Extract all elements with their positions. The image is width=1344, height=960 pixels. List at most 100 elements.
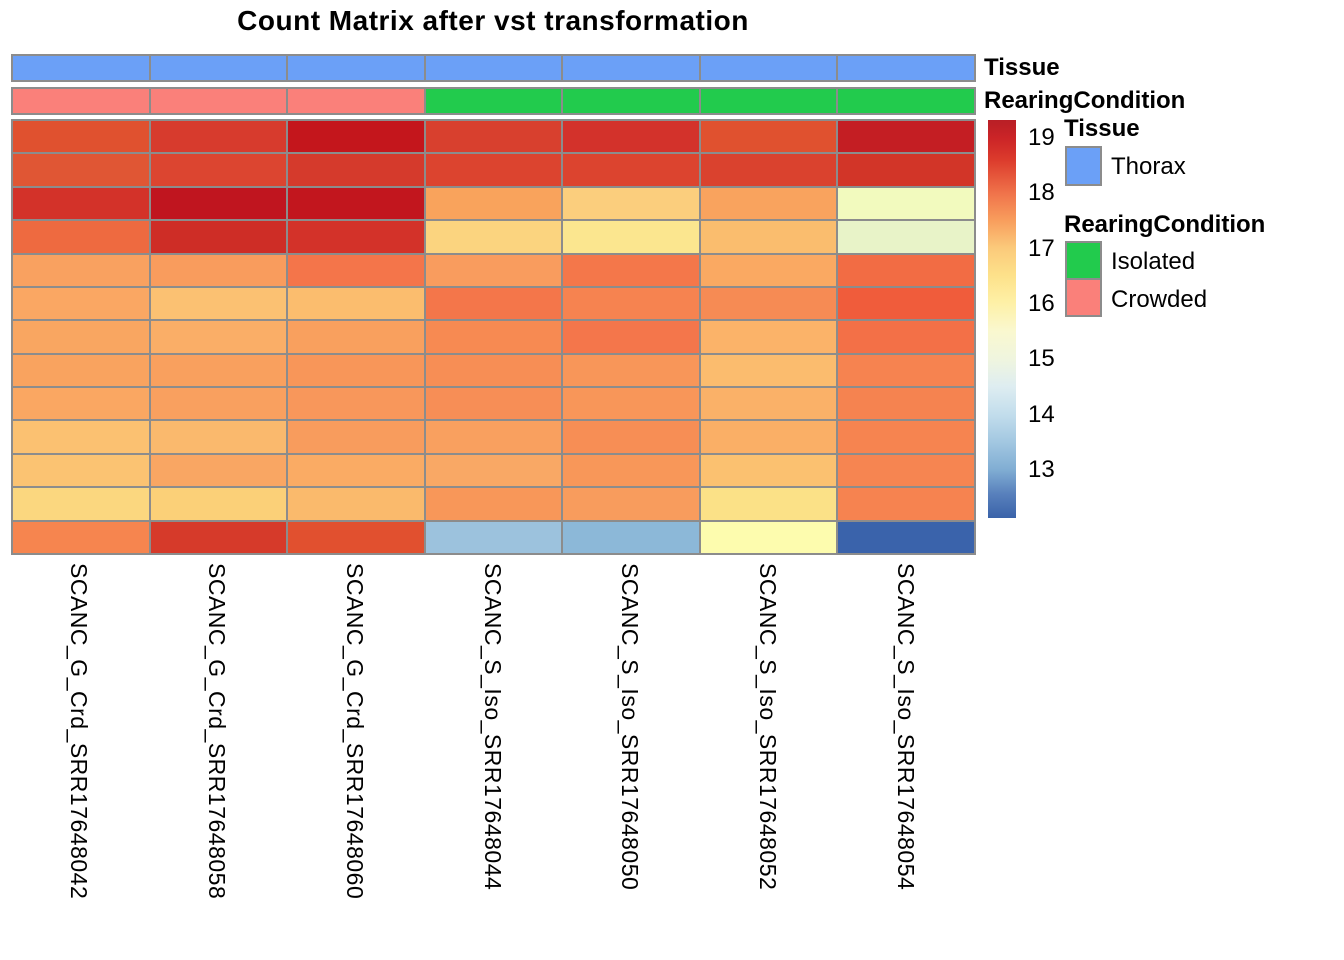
heatmap-cell (425, 187, 562, 220)
legend-tissue-header: Tissue (1064, 115, 1140, 142)
heatmap-cell (288, 421, 424, 453)
heatmap-cell (838, 254, 974, 286)
heatmap-cell (13, 154, 149, 186)
heatmap-cell (288, 454, 424, 487)
legend-rearing-header: RearingCondition (1064, 211, 1266, 238)
heatmap-cell (838, 287, 974, 320)
rearing-annotation-cell (838, 89, 974, 113)
heatmap-cell (700, 187, 837, 220)
heatmap-cell (13, 521, 149, 553)
colorbar-tick-label: 19 (1028, 124, 1055, 151)
heatmap-cell (563, 287, 699, 320)
heatmap-cell (838, 221, 974, 253)
heatmap-cell (838, 321, 974, 353)
heatmap-cell (288, 388, 424, 420)
heatmap-cell (288, 488, 424, 520)
column-label: SCANC_S_Iso_SRR17648050 (617, 563, 644, 891)
heatmap-cell (13, 254, 149, 286)
heatmap-cell (838, 187, 974, 220)
thorax-color-swatch (1065, 146, 1102, 186)
heatmap-cell (13, 121, 149, 153)
heatmap-cell (150, 221, 287, 253)
heatmap-cell (838, 521, 974, 553)
tissue-annotation-cell (13, 56, 149, 80)
heatmap-cell (13, 421, 149, 453)
tissue-annotation-cell (838, 56, 974, 80)
heatmap-cell (288, 287, 424, 320)
heatmap-cell (563, 154, 699, 186)
heatmap-cell (838, 154, 974, 186)
heatmap-cell (700, 421, 837, 453)
tissue-row-title: Tissue (984, 54, 1060, 81)
heatmap-cell (563, 187, 699, 220)
rearing-annotation-cell (288, 89, 424, 113)
heatmap-cell (425, 121, 562, 153)
column-label: SCANC_S_Iso_SRR17648054 (893, 563, 920, 891)
colorbar-tick-label: 18 (1028, 179, 1055, 207)
heatmap-cell (150, 121, 287, 153)
heatmap-cell (150, 254, 287, 286)
heatmap-cell (288, 121, 424, 153)
rearing-condition-row-title: RearingCondition (984, 87, 1186, 114)
heatmap-cell (425, 221, 562, 253)
isolated-legend-label: Isolated (1111, 248, 1196, 275)
heatmap-cell (13, 287, 149, 320)
heatmap-cell (425, 321, 562, 353)
heatmap-cell (700, 454, 837, 487)
tissue-annotation-cell (288, 56, 424, 80)
column-label: SCANC_S_Iso_SRR17648052 (755, 563, 782, 891)
heatmap-cell (700, 388, 837, 420)
heatmap-cell (425, 454, 562, 487)
heatmap-cell (13, 221, 149, 253)
heatmap-cell (700, 121, 837, 153)
heatmap-cell (425, 354, 562, 387)
heatmap-cell (425, 254, 562, 286)
heatmap-cell (13, 321, 149, 353)
column-label: SCANC_G_Crd_SRR17648058 (203, 563, 230, 900)
heatmap-cell (288, 521, 424, 553)
heatmap-cell (563, 221, 699, 253)
heatmap-cell (150, 287, 287, 320)
heatmap-cell (563, 321, 699, 353)
heatmap-cell (700, 154, 837, 186)
heatmap-cell (13, 354, 149, 387)
heatmap-cell (150, 388, 287, 420)
tissue-annotation-cell (700, 56, 837, 80)
rearing-annotation-cell (563, 89, 699, 113)
tissue-annotation-cell (425, 56, 562, 80)
tissue-annotation-row (11, 54, 976, 82)
colorbar-tick-label: 13 (1028, 455, 1055, 483)
heatmap-cell (13, 388, 149, 420)
heatmap-cell (425, 521, 562, 553)
heatmap-cell (838, 454, 974, 487)
column-label: SCANC_G_Crd_SRR17648042 (65, 563, 92, 900)
heatmap-cell (150, 187, 287, 220)
tissue-annotation-cell (150, 56, 287, 80)
rearing-annotation-cell (13, 89, 149, 113)
colorbar-tick-label: 15 (1028, 345, 1055, 373)
chart-title: Count Matrix after vst transformation (237, 5, 749, 36)
heatmap-cell (700, 354, 837, 387)
heatmap-cell (700, 221, 837, 253)
heatmap-cell (425, 488, 562, 520)
heatmap-cell (150, 488, 287, 520)
colorbar-tick-label: 14 (1028, 400, 1055, 428)
heatmap-cell (150, 154, 287, 186)
heatmap-cell (563, 121, 699, 153)
crowded-legend-label: Crowded (1111, 286, 1208, 313)
rearing-condition-annotation-row (11, 87, 976, 115)
heatmap-cell (563, 388, 699, 420)
column-label: SCANC_G_Crd_SRR17648060 (341, 563, 368, 900)
heatmap-cell (838, 388, 974, 420)
heatmap-cell (838, 354, 974, 387)
isolated-color-swatch (1065, 241, 1102, 280)
heatmap-cell (563, 354, 699, 387)
heatmap-cell (288, 254, 424, 286)
heatmap-cell (700, 321, 837, 353)
thorax-legend-label: Thorax (1111, 153, 1186, 180)
heatmap-cell (288, 187, 424, 220)
rearing-annotation-cell (425, 89, 562, 113)
heatmap-cell (288, 321, 424, 353)
heatmap-cell (838, 121, 974, 153)
rearing-annotation-cell (700, 89, 837, 113)
